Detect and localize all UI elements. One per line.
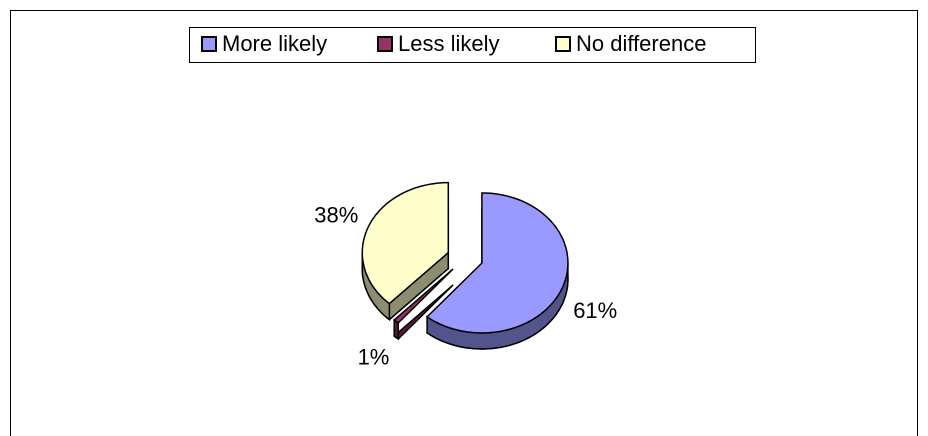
slice <box>393 268 454 324</box>
legend-label: No difference <box>576 31 706 56</box>
data-label: 61% <box>573 298 617 323</box>
slice <box>361 181 450 305</box>
data-label: 38% <box>314 202 358 227</box>
legend-label: More likely <box>222 31 327 56</box>
legend-swatch <box>377 36 393 52</box>
chart-frame <box>10 10 918 436</box>
legend-swatch <box>555 36 571 52</box>
data-label: 1% <box>358 344 390 369</box>
legend-swatch <box>201 36 217 52</box>
legend-box <box>189 27 756 63</box>
legend-label: Less likely <box>398 31 499 56</box>
slice <box>425 192 569 334</box>
